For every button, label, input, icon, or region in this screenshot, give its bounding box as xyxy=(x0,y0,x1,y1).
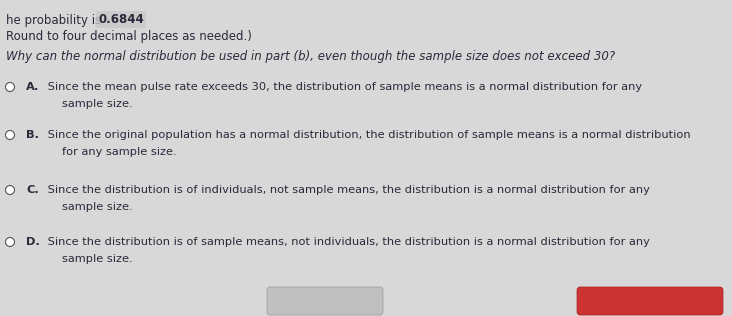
Text: sample size.: sample size. xyxy=(62,202,132,212)
Text: Since the distribution is of individuals, not sample means, the distribution is : Since the distribution is of individuals… xyxy=(44,185,650,195)
Text: Round to four decimal places as needed.): Round to four decimal places as needed.) xyxy=(6,30,252,43)
Ellipse shape xyxy=(6,131,15,139)
Text: Since the original population has a normal distribution, the distribution of sam: Since the original population has a norm… xyxy=(44,130,690,140)
Text: sample size.: sample size. xyxy=(62,99,132,109)
Text: A.: A. xyxy=(26,82,40,92)
Ellipse shape xyxy=(6,82,15,92)
Text: Since the mean pulse rate exceeds 30, the distribution of sample means is a norm: Since the mean pulse rate exceeds 30, th… xyxy=(44,82,642,92)
Text: for any sample size.: for any sample size. xyxy=(62,147,176,157)
Text: sample size.: sample size. xyxy=(62,254,132,264)
Ellipse shape xyxy=(6,238,15,246)
Text: Why can the normal distribution be used in part (b), even though the sample size: Why can the normal distribution be used … xyxy=(6,50,615,63)
Text: D.: D. xyxy=(26,237,40,247)
Text: Since the distribution is of sample means, not individuals, the distribution is : Since the distribution is of sample mean… xyxy=(44,237,650,247)
Text: B.: B. xyxy=(26,130,39,140)
Text: C.: C. xyxy=(26,185,39,195)
FancyBboxPatch shape xyxy=(267,287,383,315)
Text: 0.6844: 0.6844 xyxy=(98,13,144,26)
FancyBboxPatch shape xyxy=(577,287,723,315)
Text: he probability is: he probability is xyxy=(6,14,109,27)
Ellipse shape xyxy=(6,185,15,195)
